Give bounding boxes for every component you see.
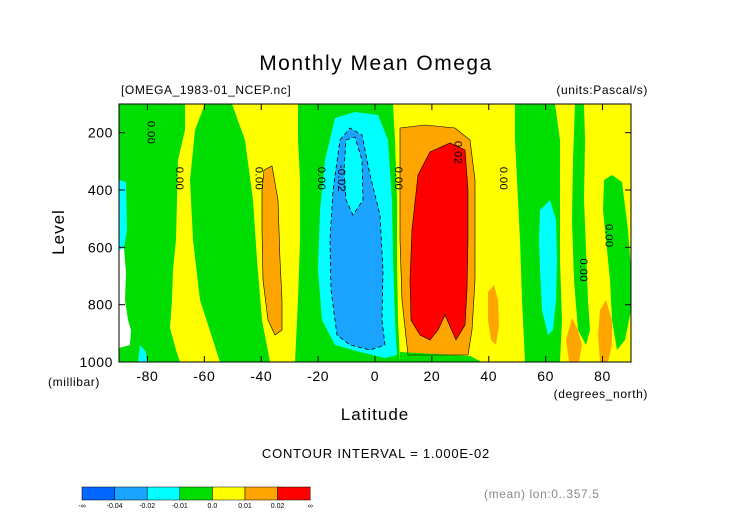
contour-label: 0.00 — [173, 167, 185, 190]
band-blue-center — [330, 128, 385, 350]
band-cyan-corner — [138, 345, 147, 362]
contour-line — [399, 124, 476, 356]
y-tick-label: 400 — [88, 182, 113, 198]
contour-label: 0.00 — [253, 167, 265, 190]
colorbar-label: ∞ — [308, 503, 313, 510]
y-axis-unit: (millibar) — [48, 375, 100, 389]
x-tick-label: 0 — [371, 368, 379, 384]
colorbar-label: -∞ — [78, 503, 85, 510]
contour-label: 0.00 — [602, 224, 614, 247]
contour-line — [261, 165, 283, 336]
x-tick-label: 60 — [537, 368, 554, 384]
colorbar-label: -0.01 — [172, 503, 188, 510]
y-tick-label: 200 — [88, 125, 113, 141]
y-tick-label: 1000 — [79, 354, 113, 370]
colorbar-label: -0.04 — [107, 503, 123, 510]
colorbar-label: 0.02 — [271, 503, 285, 510]
contour-negative — [329, 127, 386, 351]
band-orange-right-2 — [598, 300, 612, 362]
colorbar-label: 0.01 — [238, 503, 252, 510]
contour-plot-area — [118, 103, 632, 363]
file-name-label: [OMEGA_1983-01_NCEP.nc] — [121, 83, 291, 97]
contour-line — [409, 142, 469, 341]
averaging-note: (mean) lon:0..357.5 — [484, 487, 599, 501]
contour-label: 0.00 — [577, 259, 589, 282]
x-tick-label: 80 — [594, 368, 611, 384]
band-green-5 — [572, 104, 590, 345]
x-tick-label: -60 — [193, 368, 215, 384]
band-orange-left — [262, 166, 282, 335]
x-tick-label: 20 — [423, 368, 440, 384]
y-axis-label: Level — [49, 209, 68, 255]
x-tick-label: 40 — [480, 368, 497, 384]
chart-title: Monthly Mean Omega — [259, 52, 493, 75]
contour-interval-label: CONTOUR INTERVAL = 1.000E-02 — [262, 446, 490, 461]
band-red-max — [410, 143, 468, 340]
x-axis-label: Latitude — [341, 405, 410, 424]
contour-label: 0.00 — [497, 167, 509, 190]
band-orange-col-1 — [488, 285, 499, 345]
x-tick-label: -40 — [250, 368, 272, 384]
contour-label: 0.00 — [144, 121, 156, 144]
colorbar-swatch — [244, 486, 278, 501]
colorbar-swatch — [277, 486, 311, 501]
x-axis-unit: (degrees_north) — [554, 387, 648, 401]
band-green — [119, 104, 185, 362]
band-green-6 — [603, 175, 631, 350]
contour-label: 0.00 — [315, 167, 327, 190]
band-green-bottom — [400, 352, 482, 362]
band-green-left-col — [130, 322, 140, 354]
colorbar-swatch — [146, 486, 181, 501]
colorbar-label: -0.02 — [139, 503, 155, 510]
contour-label: 0.00 — [392, 167, 404, 190]
y-tick-label: 600 — [88, 239, 113, 255]
colorbar: -∞ -0.04 -0.02 -0.01 0.0 0.01 0.02 ∞ — [78, 486, 313, 510]
colorbar-swatch — [114, 486, 148, 501]
band-orange-right — [566, 318, 582, 362]
contour-labels: 0.00 0.00 0.00 0.00 -0.02 0.00 0.02 0.00 0.00 0.0… — [144, 121, 614, 282]
colorbar-swatch — [212, 486, 246, 501]
band-white-left — [119, 248, 131, 348]
contour-negative — [343, 136, 364, 216]
band-green-2 — [190, 104, 270, 362]
units-label: (units:Pascal/s) — [556, 83, 648, 97]
y-tick-label: 800 — [88, 297, 113, 313]
y-axis-ticks: 200 400 600 800 1000 — [79, 125, 631, 370]
x-tick-label: -20 — [307, 368, 329, 384]
band-cyan-inner — [344, 137, 363, 215]
x-tick-label: -80 — [136, 368, 158, 384]
colorbar-swatch — [179, 486, 213, 501]
colorbar-label: 0.0 — [208, 503, 218, 510]
band-cyan-right — [539, 200, 557, 335]
x-axis-ticks: -80 -60 -40 -20 0 20 40 60 80 — [136, 104, 611, 384]
contour-label: -0.02 — [335, 165, 347, 193]
band-cyan-left — [119, 180, 127, 250]
contour-label: 0.02 — [452, 141, 464, 164]
colorbar-swatch — [81, 486, 115, 501]
